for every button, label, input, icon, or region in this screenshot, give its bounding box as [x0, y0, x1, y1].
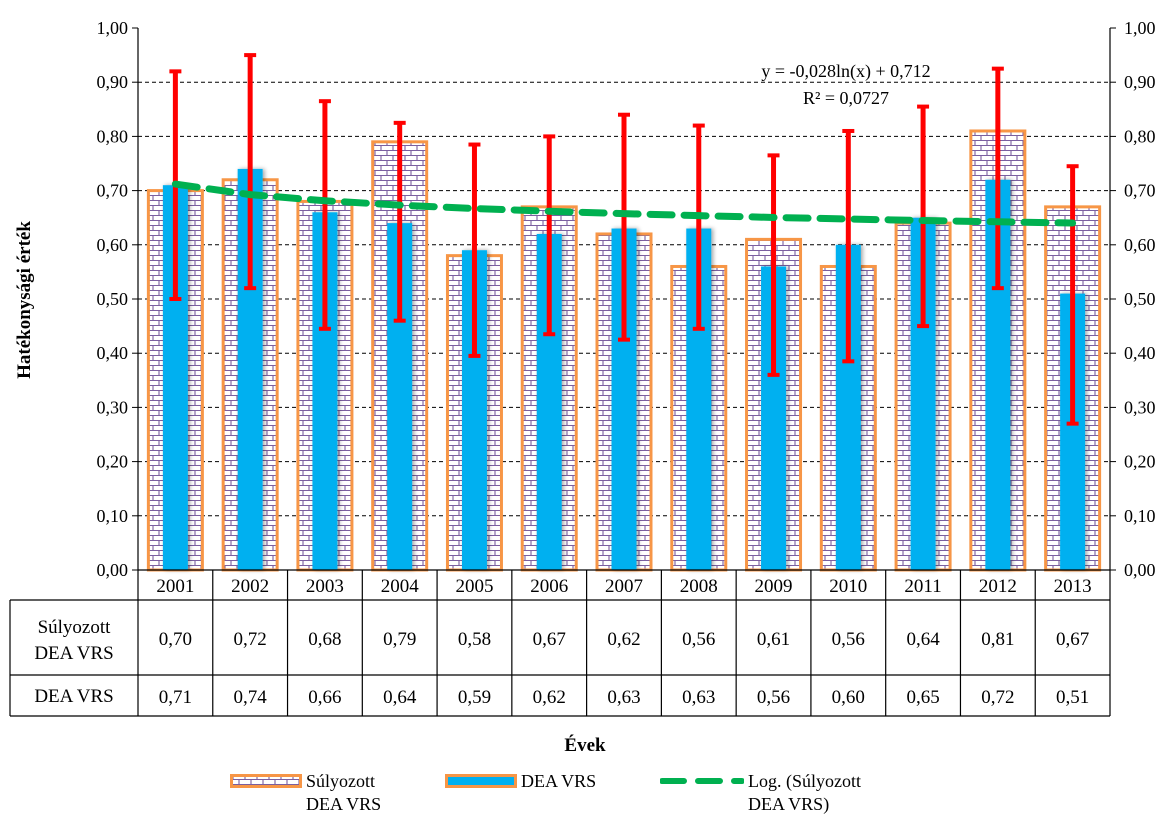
x-tick-label: 2011: [904, 576, 941, 597]
legend-item-dea: DEA VRS: [445, 770, 596, 793]
trendline: [171, 180, 1077, 227]
legend-item-weighted: Súlyozott DEA VRS: [230, 770, 381, 816]
y-axis-title: Hatékonysági érték: [14, 221, 35, 379]
table-cell-dea: 0,66: [308, 687, 341, 708]
table-cell-dea: 0,71: [159, 687, 192, 708]
table-cell-weighted: 0,67: [533, 629, 566, 650]
y-tick-label-left: 0,80: [97, 126, 129, 146]
x-tick-label: 2010: [829, 576, 867, 597]
legend-swatch-dea: [445, 774, 517, 788]
y-tick-label-right: 0,20: [1124, 452, 1156, 472]
legend-label-dea: DEA VRS: [521, 771, 597, 791]
table-row-label-dea: DEA VRS: [34, 686, 113, 707]
x-tick-label: 2008: [680, 576, 718, 597]
trendline-layer: [171, 180, 1077, 227]
y-tick-label-right: 0,50: [1124, 289, 1156, 309]
y-tick-label-left: 0,30: [97, 397, 129, 417]
table-cell-dea: 0,60: [832, 687, 865, 708]
table-cell-weighted: 0,64: [906, 629, 940, 650]
y-tick-label-right: 0,90: [1124, 72, 1156, 92]
y-tick-label-left: 0,00: [97, 560, 129, 580]
y-tick-label-left: 0,90: [97, 72, 129, 92]
table-cell-weighted: 0,56: [832, 629, 865, 650]
y-tick-label-right: 0,30: [1124, 397, 1156, 417]
y-tick-label-right: 0,40: [1124, 343, 1156, 363]
table-cell-dea: 0,63: [682, 687, 715, 708]
x-tick-label: 2006: [530, 576, 568, 597]
table-cell-weighted: 0,62: [607, 629, 640, 650]
legend-swatch-weighted: [230, 774, 302, 788]
table-cell-dea: 0,65: [906, 687, 939, 708]
y-tick-label-left: 0,20: [97, 452, 129, 472]
table-cell-weighted: 0,68: [308, 629, 341, 650]
y-tick-label-right: 0,80: [1124, 126, 1156, 146]
table-cell-dea: 0,64: [383, 687, 417, 708]
legend-swatch-trend: [660, 778, 744, 784]
table-cell-weighted: 0,79: [383, 629, 416, 650]
table-cell-dea: 0,59: [458, 687, 491, 708]
table-cell-dea: 0,56: [757, 687, 790, 708]
x-tick-label: 2002: [231, 576, 269, 597]
table-cell-weighted: 0,56: [682, 629, 715, 650]
y-tick-label-left: 0,10: [97, 506, 129, 526]
x-tick-label: 2012: [979, 576, 1017, 597]
x-tick-label: 2005: [455, 576, 493, 597]
legend-label-weighted: Súlyozott DEA VRS: [306, 771, 382, 814]
table-cell-weighted: 0,70: [159, 629, 192, 650]
y-tick-label-right: 0,10: [1124, 506, 1156, 526]
x-tick-label: 2009: [755, 576, 793, 597]
y-ticks-left: 0,00 0,10 0,20 0,30 0,40 0,50 0,60 0,70 0,80 0,90…: [97, 18, 138, 580]
table-row-label-weighted-line1: Súlyozott: [38, 617, 112, 638]
table-cell-dea: 0,62: [533, 687, 566, 708]
table-cell-dea: 0,63: [607, 687, 640, 708]
table-cell-weighted: 0,67: [1056, 629, 1089, 650]
table-cell-weighted: 0,81: [981, 629, 1014, 650]
trendline-equation: y = -0,028ln(x) + 0,712: [761, 61, 930, 82]
table-cell-weighted: 0,58: [458, 629, 491, 650]
table-cell-dea: 0,74: [234, 687, 268, 708]
x-tick-label: 2001: [156, 576, 194, 597]
x-tick-label: 2013: [1054, 576, 1092, 597]
y-tick-label-right: 0,00: [1124, 560, 1156, 580]
error-bars: [169, 53, 1079, 426]
y-tick-label-left: 0,50: [97, 289, 129, 309]
trendline-r-squared: R² = 0,0727: [803, 88, 889, 108]
legend-label-trend: Log. (Súlyozott DEA VRS): [748, 771, 861, 814]
x-axis-title: Évek: [564, 734, 606, 756]
table-cell-weighted: 0,61: [757, 629, 790, 650]
y-tick-label-right: 0,60: [1124, 235, 1156, 255]
y-tick-label-right: 0,70: [1124, 181, 1156, 201]
table-cell-dea: 0,72: [981, 687, 1014, 708]
y-tick-label-left: 0,40: [97, 343, 129, 363]
table-row-label-weighted-line2: DEA VRS: [34, 643, 113, 664]
legend-item-trend: Log. (Súlyozott DEA VRS): [660, 770, 861, 816]
table-cell-dea: 0,51: [1056, 687, 1089, 708]
x-tick-label: 2004: [381, 576, 420, 597]
x-tick-label: 2003: [306, 576, 344, 597]
y-tick-label-right: 1,00: [1124, 18, 1156, 38]
y-ticks-right: 0,00 0,10 0,20 0,30 0,40 0,50 0,60 0,70 0,80 0,90…: [1110, 18, 1156, 580]
y-tick-label-left: 0,60: [97, 235, 129, 255]
legend: Súlyozott DEA VRS DEA VRS Log. (Súlyozot…: [228, 770, 948, 818]
table-cell-weighted: 0,72: [234, 629, 267, 650]
y-tick-label-left: 0,70: [97, 181, 129, 201]
data-table: 2001 0,70 0,71 2002 0,72 0,74 2003 0,68 0,66 2004…: [9, 569, 1111, 717]
x-tick-label: 2007: [605, 576, 643, 597]
y-tick-label-left: 1,00: [97, 18, 129, 38]
